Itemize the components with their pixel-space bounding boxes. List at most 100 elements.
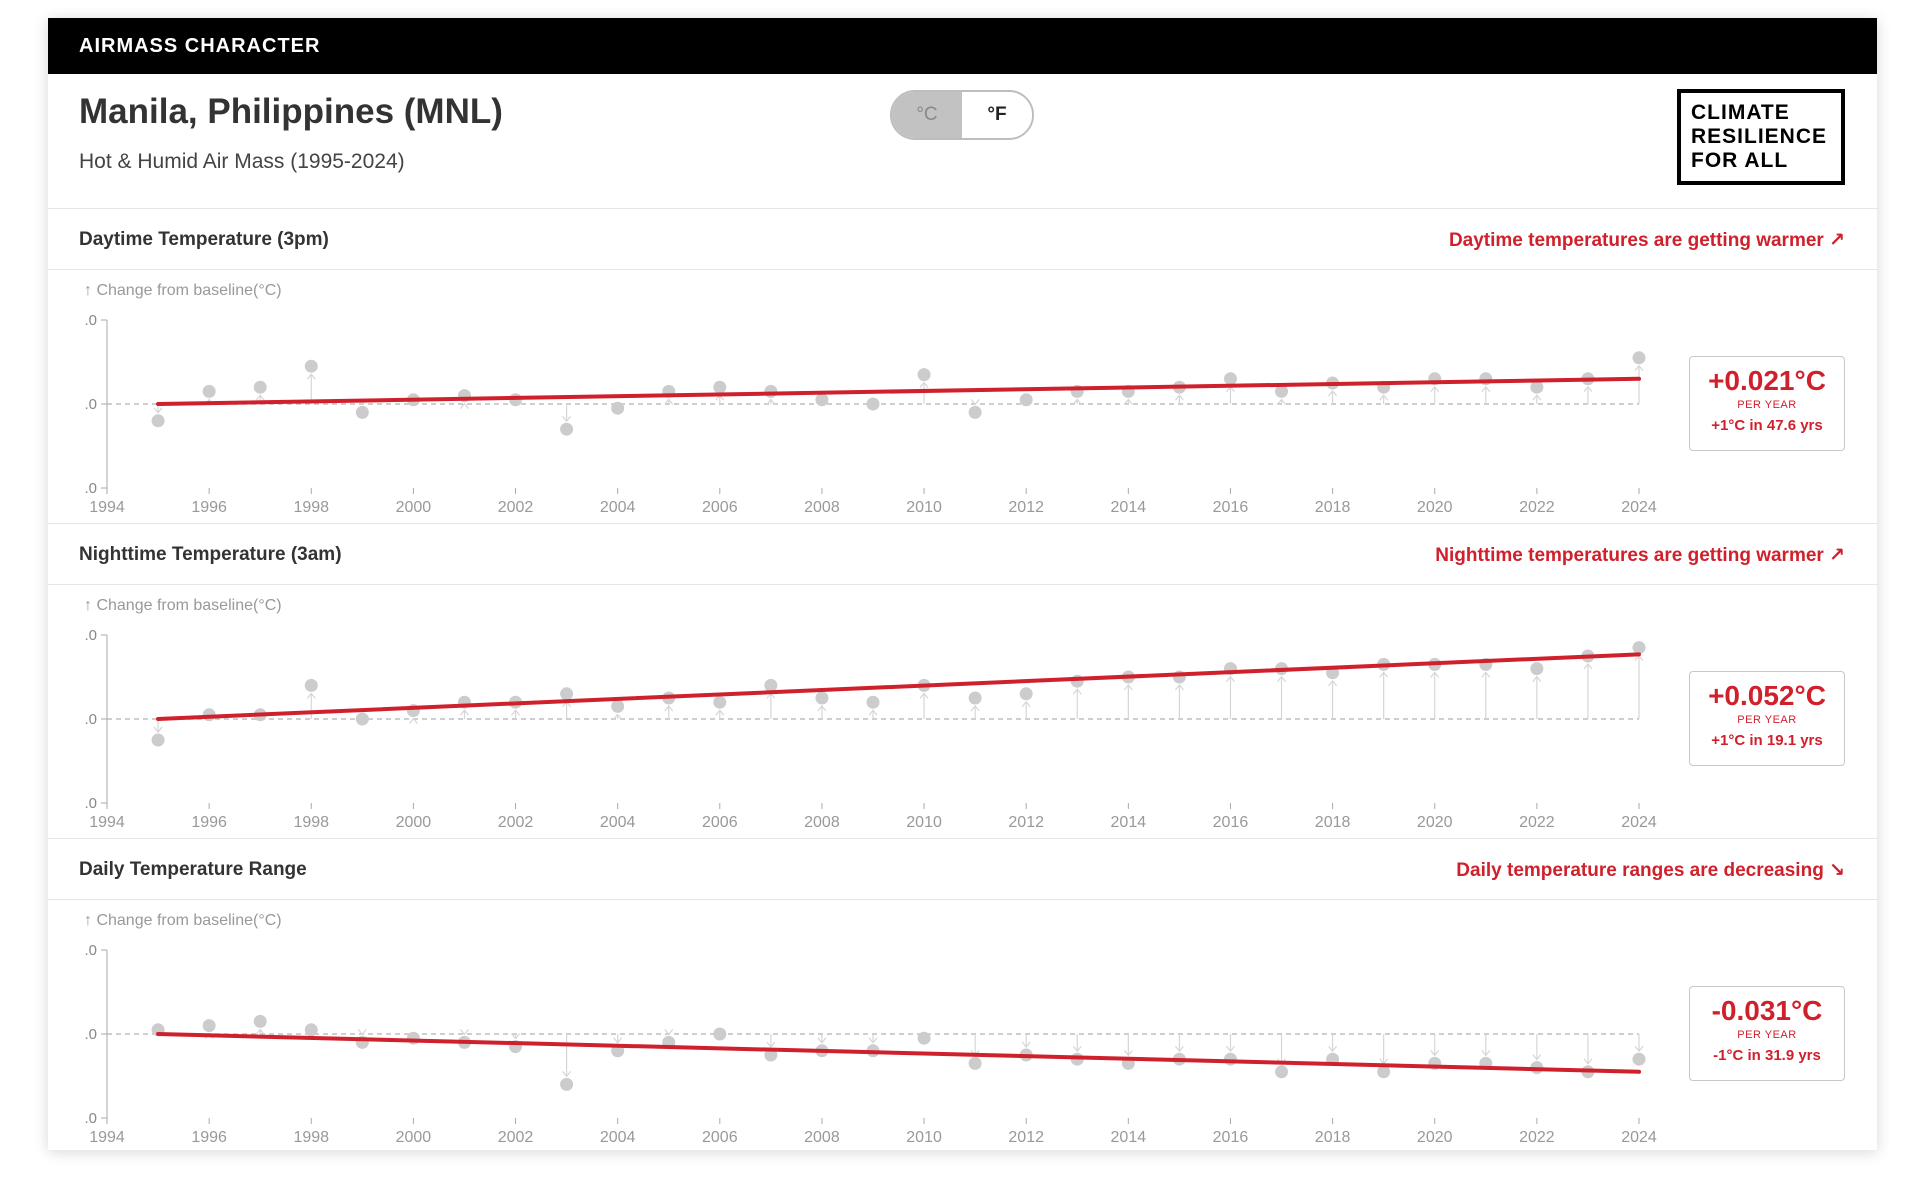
x-tick-label: 2020	[1417, 1129, 1453, 1146]
data-point	[406, 1031, 420, 1045]
data-point	[611, 401, 625, 415]
data-point	[815, 691, 829, 705]
y-tick-label: .0	[84, 480, 97, 497]
x-tick-label: 2010	[906, 1129, 942, 1146]
data-point	[1070, 674, 1084, 688]
deviation-arrow	[562, 415, 572, 423]
deviation-arrow	[868, 709, 878, 716]
deviation-arrow	[1634, 1045, 1644, 1053]
x-tick-label: 2018	[1315, 814, 1351, 831]
deviation-arrow	[255, 1028, 265, 1035]
x-tick-label: 1998	[293, 814, 329, 831]
deviation-arrow	[1123, 398, 1133, 405]
climate-resilience-logo: CLIMATE RESILIENCE FOR ALL	[1677, 89, 1845, 185]
deviation-arrow	[1532, 1054, 1542, 1061]
fahrenheit-option[interactable]: °F	[962, 92, 1032, 138]
data-point	[1632, 641, 1646, 655]
data-point	[1530, 380, 1544, 394]
logo-line: CLIMATE	[1691, 101, 1790, 124]
section-title: Nighttime Temperature (3am)	[79, 544, 342, 565]
y-tick-label: .0	[84, 312, 97, 329]
y-axis-label: ↑ Change from baseline(°C)	[84, 912, 282, 929]
x-tick-label: 2004	[600, 1129, 636, 1146]
data-point	[968, 1056, 982, 1070]
data-point	[764, 384, 778, 398]
logo-line: FOR ALL	[1691, 149, 1789, 172]
data-point	[304, 1023, 318, 1037]
x-tick-label: 2020	[1417, 814, 1453, 831]
data-point	[1632, 351, 1646, 365]
trend-rate: +0.052°C	[1708, 680, 1826, 711]
deviation-arrow	[1277, 398, 1286, 405]
data-point	[1223, 372, 1237, 386]
deviation-arrow	[1379, 671, 1389, 678]
deviation-arrow	[1430, 385, 1440, 393]
x-tick-label: 2018	[1315, 499, 1351, 516]
trend-summary: Nighttime temperatures are getting warme…	[1435, 545, 1845, 566]
y-axis-label: ↑ Change from baseline(°C)	[84, 597, 282, 614]
data-point	[560, 1077, 574, 1091]
y-tick-label: .0	[84, 795, 97, 812]
chart-area: ↑ Change from baseline(°C) .0 .0 .0 1994 1996…	[48, 270, 1877, 523]
deviation-arrow	[1583, 663, 1593, 670]
deviation-arrow	[1072, 1045, 1082, 1053]
daytime-section: Daytime Temperature (3pm) Daytime temper…	[48, 209, 1877, 524]
deviation-arrow	[970, 399, 980, 406]
deviation-arrow	[357, 1029, 367, 1036]
trend-rate-unit: PER YEAR	[1737, 714, 1797, 726]
deviation-arrow	[1481, 671, 1491, 678]
chart-area: ↑ Change from baseline(°C) .0 .0 .0 1994 1996…	[48, 585, 1877, 838]
data-point	[560, 687, 574, 701]
trend-stat-box: -0.031°C PER YEAR -1°C in 31.9 yrs	[1689, 986, 1845, 1081]
location-header: Manila, Philippines (MNL) Hot & Humid Ai…	[48, 74, 1877, 209]
x-tick-label: 1998	[293, 1129, 329, 1146]
unit-toggle[interactable]: °C °F	[890, 90, 1034, 140]
x-tick-label: 2014	[1111, 499, 1147, 516]
data-point	[1530, 662, 1544, 676]
x-tick-label: 2006	[702, 814, 738, 831]
trend-stat-box: +0.021°C PER YEAR +1°C in 47.6 yrs	[1689, 356, 1845, 451]
nighttime-chart: ↑ Change from baseline(°C) .0 .0 .0 1994 1996…	[84, 597, 1657, 831]
x-tick-label: 2000	[396, 814, 432, 831]
deviation-arrow	[1021, 700, 1031, 708]
deviation-arrow	[1072, 398, 1082, 405]
deviation-arrow	[1583, 385, 1593, 393]
data-point	[355, 405, 369, 419]
deviation-arrow	[664, 398, 674, 405]
deviation-arrow	[1379, 394, 1389, 401]
data-point	[202, 1019, 216, 1033]
x-tick-label: 2012	[1008, 1129, 1044, 1146]
data-point	[151, 414, 165, 428]
deviation-arrow	[459, 402, 469, 409]
deviation-arrow	[1532, 394, 1542, 401]
deviation-arrow	[868, 1037, 878, 1044]
range-chart: ↑ Change from baseline(°C) .0 .0 .0 1994 1996…	[84, 912, 1657, 1146]
celsius-option[interactable]: °C	[892, 92, 962, 138]
data-point	[1275, 1065, 1289, 1079]
deviation-arrow	[511, 709, 521, 716]
airmass-subtitle: Hot & Humid Air Mass (1995-2024)	[79, 150, 405, 173]
section-header: Daily Temperature Range Daily temperatur…	[48, 839, 1877, 900]
x-tick-label: 1994	[89, 814, 125, 831]
trend-line	[156, 1032, 1641, 1074]
trend-rate-unit: PER YEAR	[1737, 399, 1797, 411]
data-point	[1019, 687, 1033, 701]
daytime-chart: ↑ Change from baseline(°C) .0 .0 .0 1994 1996…	[84, 282, 1657, 516]
location-title: Manila, Philippines (MNL)	[79, 92, 503, 131]
deviation-arrow	[1174, 1045, 1184, 1053]
deviation-arrow	[153, 726, 163, 733]
x-tick-label: 1994	[89, 1129, 125, 1146]
data-point	[968, 691, 982, 705]
data-point	[560, 422, 574, 436]
deviation-arrow	[1430, 671, 1440, 678]
deviation-arrow	[1174, 684, 1184, 691]
deviation-arrow	[1277, 675, 1286, 682]
x-tick-label: 2012	[1008, 814, 1044, 831]
x-tick-label: 1996	[191, 1129, 227, 1146]
x-tick-label: 2018	[1315, 1129, 1351, 1146]
x-tick-label: 2008	[804, 814, 840, 831]
trend-rate: -0.031°C	[1711, 995, 1823, 1026]
x-tick-label: 2006	[702, 499, 738, 516]
x-tick-label: 2016	[1213, 814, 1249, 831]
deviation-arrow	[817, 1037, 827, 1044]
